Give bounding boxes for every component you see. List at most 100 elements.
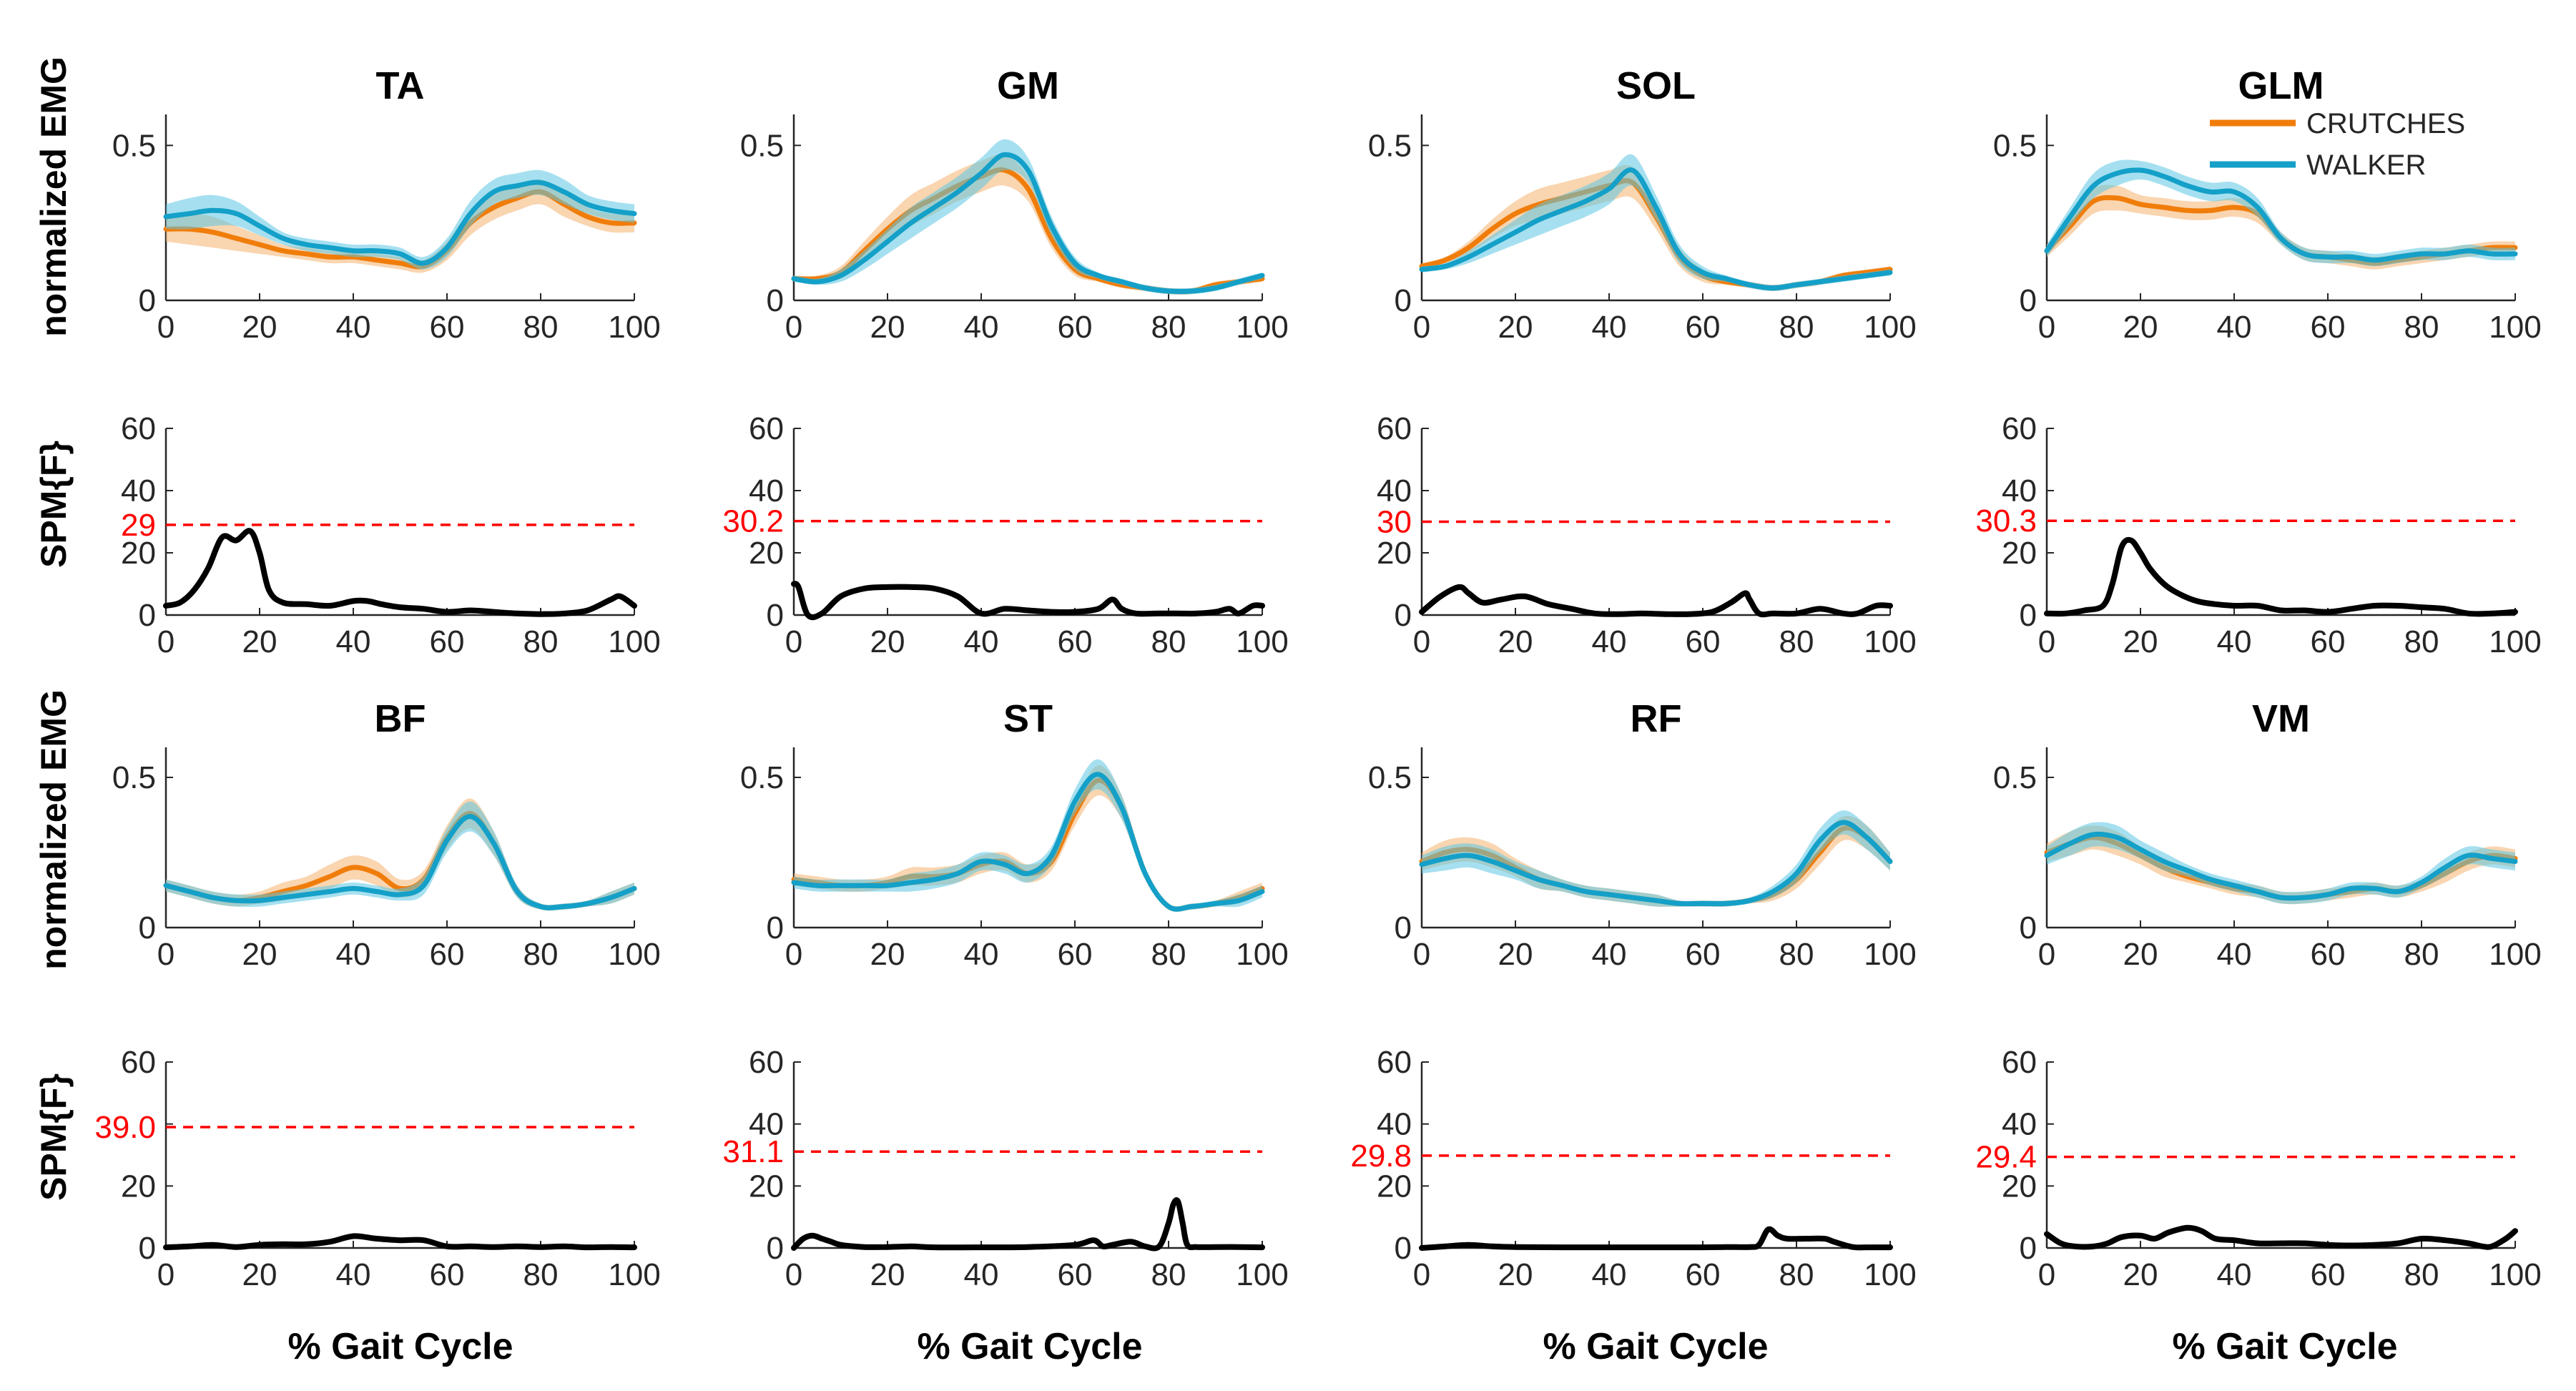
- x-tick-label: 40: [1592, 624, 1627, 659]
- x-tick-label: 60: [1058, 1257, 1093, 1292]
- x-tick-label: 80: [1151, 1257, 1186, 1292]
- x-tick-label: 0: [2038, 310, 2055, 345]
- walker-band: [166, 169, 634, 270]
- panel-title: SOL: [1616, 64, 1696, 107]
- threshold-label: 39.0: [94, 1110, 156, 1145]
- x-tick-label: 0: [1413, 310, 1430, 345]
- threshold-label: 29: [121, 508, 156, 543]
- y-tick-label: 0: [139, 910, 156, 945]
- x-tick-label: 100: [1236, 937, 1288, 972]
- x-tick-label: 60: [1686, 624, 1721, 659]
- legend-crutches-label: CRUTCHES: [2306, 108, 2465, 139]
- panel-glm: GLM 0 20 40 60 80 100 0 0.5: [1993, 64, 2542, 345]
- x-tick-label: 0: [2038, 1257, 2055, 1292]
- y-tick-label: 0: [1395, 283, 1412, 318]
- x-tick-label: 80: [1779, 310, 1814, 345]
- walker-line: [163, 180, 637, 266]
- y-tick-label: 20: [121, 536, 156, 571]
- y-tick-label: 0: [1395, 598, 1412, 633]
- y-tick-label: 20: [749, 1169, 784, 1204]
- y-tick-label: 60: [121, 1045, 156, 1080]
- x-tick-label: 20: [2123, 937, 2158, 972]
- x-tick-label: 0: [785, 1257, 802, 1292]
- x-tick-label: 60: [1058, 310, 1093, 345]
- x-tick-label: 0: [2038, 937, 2055, 972]
- x-tick-label: 40: [336, 310, 371, 345]
- legend-walker-label: WALKER: [2306, 149, 2426, 181]
- x-tick-label: 100: [608, 937, 660, 972]
- panel-title: ST: [1003, 697, 1053, 740]
- x-tick-label: 0: [157, 624, 174, 659]
- y-tick-label: 0.5: [740, 760, 784, 795]
- y-tick-label: 40: [749, 473, 784, 508]
- x-tick-label: 20: [870, 624, 905, 659]
- y-tick-label: 40: [121, 473, 156, 508]
- x-tick-label: 60: [2311, 310, 2346, 345]
- x-tick-label: 100: [1236, 310, 1288, 345]
- x-tick-label: 100: [1864, 310, 1916, 345]
- y-tick-label: 60: [1377, 1045, 1412, 1080]
- x-tick-label: 0: [785, 310, 802, 345]
- ylabel-spm-row2: SPM{F}: [34, 1073, 74, 1201]
- y-tick-label: 0: [2020, 283, 2037, 318]
- x-tick-label: 80: [1151, 310, 1186, 345]
- xlabel-col4: % Gait Cycle: [2172, 1326, 2397, 1367]
- y-tick-label: 0: [139, 283, 156, 318]
- x-tick-label: 80: [523, 1257, 559, 1292]
- y-tick-label: 0: [1395, 910, 1412, 945]
- y-tick-label: 0.5: [1993, 128, 2037, 163]
- x-tick-label: 0: [157, 310, 174, 345]
- x-tick-label: 100: [2489, 310, 2541, 345]
- x-tick-label: 40: [336, 624, 371, 659]
- x-tick-label: 80: [1151, 937, 1186, 972]
- panel-spm-6: 0 20 40 60 80 100 0 20 40 60 30: [1372, 411, 1917, 659]
- panel-title: RF: [1631, 697, 1682, 740]
- panel-ta: TA 0 20 40 60 80 100 0 0.5: [112, 64, 661, 345]
- x-tick-label: 40: [964, 310, 999, 345]
- panel-title: GM: [997, 64, 1059, 107]
- x-tick-label: 40: [1592, 937, 1627, 972]
- x-tick-label: 40: [1592, 1257, 1627, 1292]
- x-tick-label: 0: [157, 937, 174, 972]
- x-tick-label: 40: [336, 937, 371, 972]
- y-tick-label: 0: [767, 283, 784, 318]
- panel-spm-5: 0 20 40 60 80 100 0 20 40 60 30.2: [709, 411, 1289, 659]
- x-tick-label: 20: [870, 937, 905, 972]
- x-tick-label: 20: [2123, 1257, 2158, 1292]
- x-tick-label: 100: [608, 624, 660, 659]
- x-tick-label: 60: [430, 1257, 465, 1292]
- y-tick-label: 0.5: [1993, 760, 2037, 795]
- walker-line: [2044, 167, 2518, 263]
- walker-band: [2047, 159, 2515, 267]
- x-tick-label: 20: [242, 1257, 277, 1292]
- x-tick-label: 40: [2217, 1257, 2252, 1292]
- x-tick-label: 0: [1413, 1257, 1430, 1292]
- y-tick-label: 0.5: [112, 128, 156, 163]
- panel-gm: GM 0 20 40 60 80 100 0 0.5: [740, 64, 1289, 345]
- threshold-label-bg: [1337, 1139, 1412, 1171]
- spmf-line: [791, 581, 1265, 621]
- panel-title: TA: [376, 64, 425, 107]
- y-tick-label: 0.5: [1368, 128, 1412, 163]
- panel-title: BF: [375, 697, 426, 740]
- y-tick-label: 20: [749, 536, 784, 571]
- y-tick-label: 0: [139, 598, 156, 633]
- threshold-label-bg: [116, 508, 156, 541]
- x-tick-label: 20: [1498, 310, 1533, 345]
- panels: TA 0 20 40 60 80 100 0 0.5 GM 0 20 40 60 80 100 0 0.5 SOL 0…: [82, 64, 2542, 1292]
- y-tick-label: 0: [767, 1231, 784, 1266]
- spmf-line: [163, 1233, 637, 1251]
- threshold-label-bg: [82, 1111, 156, 1143]
- threshold-label-bg: [1962, 1141, 2037, 1173]
- ylabel-emg-row1: normalized EMG: [34, 56, 74, 337]
- ylabel-spm-row1: SPM{F}: [34, 441, 74, 568]
- y-tick-label: 0: [767, 910, 784, 945]
- x-tick-label: 80: [1779, 937, 1814, 972]
- x-tick-label: 80: [1779, 624, 1814, 659]
- x-tick-label: 0: [1413, 937, 1430, 972]
- xlabel-col3: % Gait Cycle: [1543, 1326, 1768, 1367]
- y-tick-label: 40: [1377, 473, 1412, 508]
- x-tick-label: 20: [1498, 624, 1533, 659]
- walker-band: [1422, 810, 1890, 907]
- x-tick-label: 60: [1058, 624, 1093, 659]
